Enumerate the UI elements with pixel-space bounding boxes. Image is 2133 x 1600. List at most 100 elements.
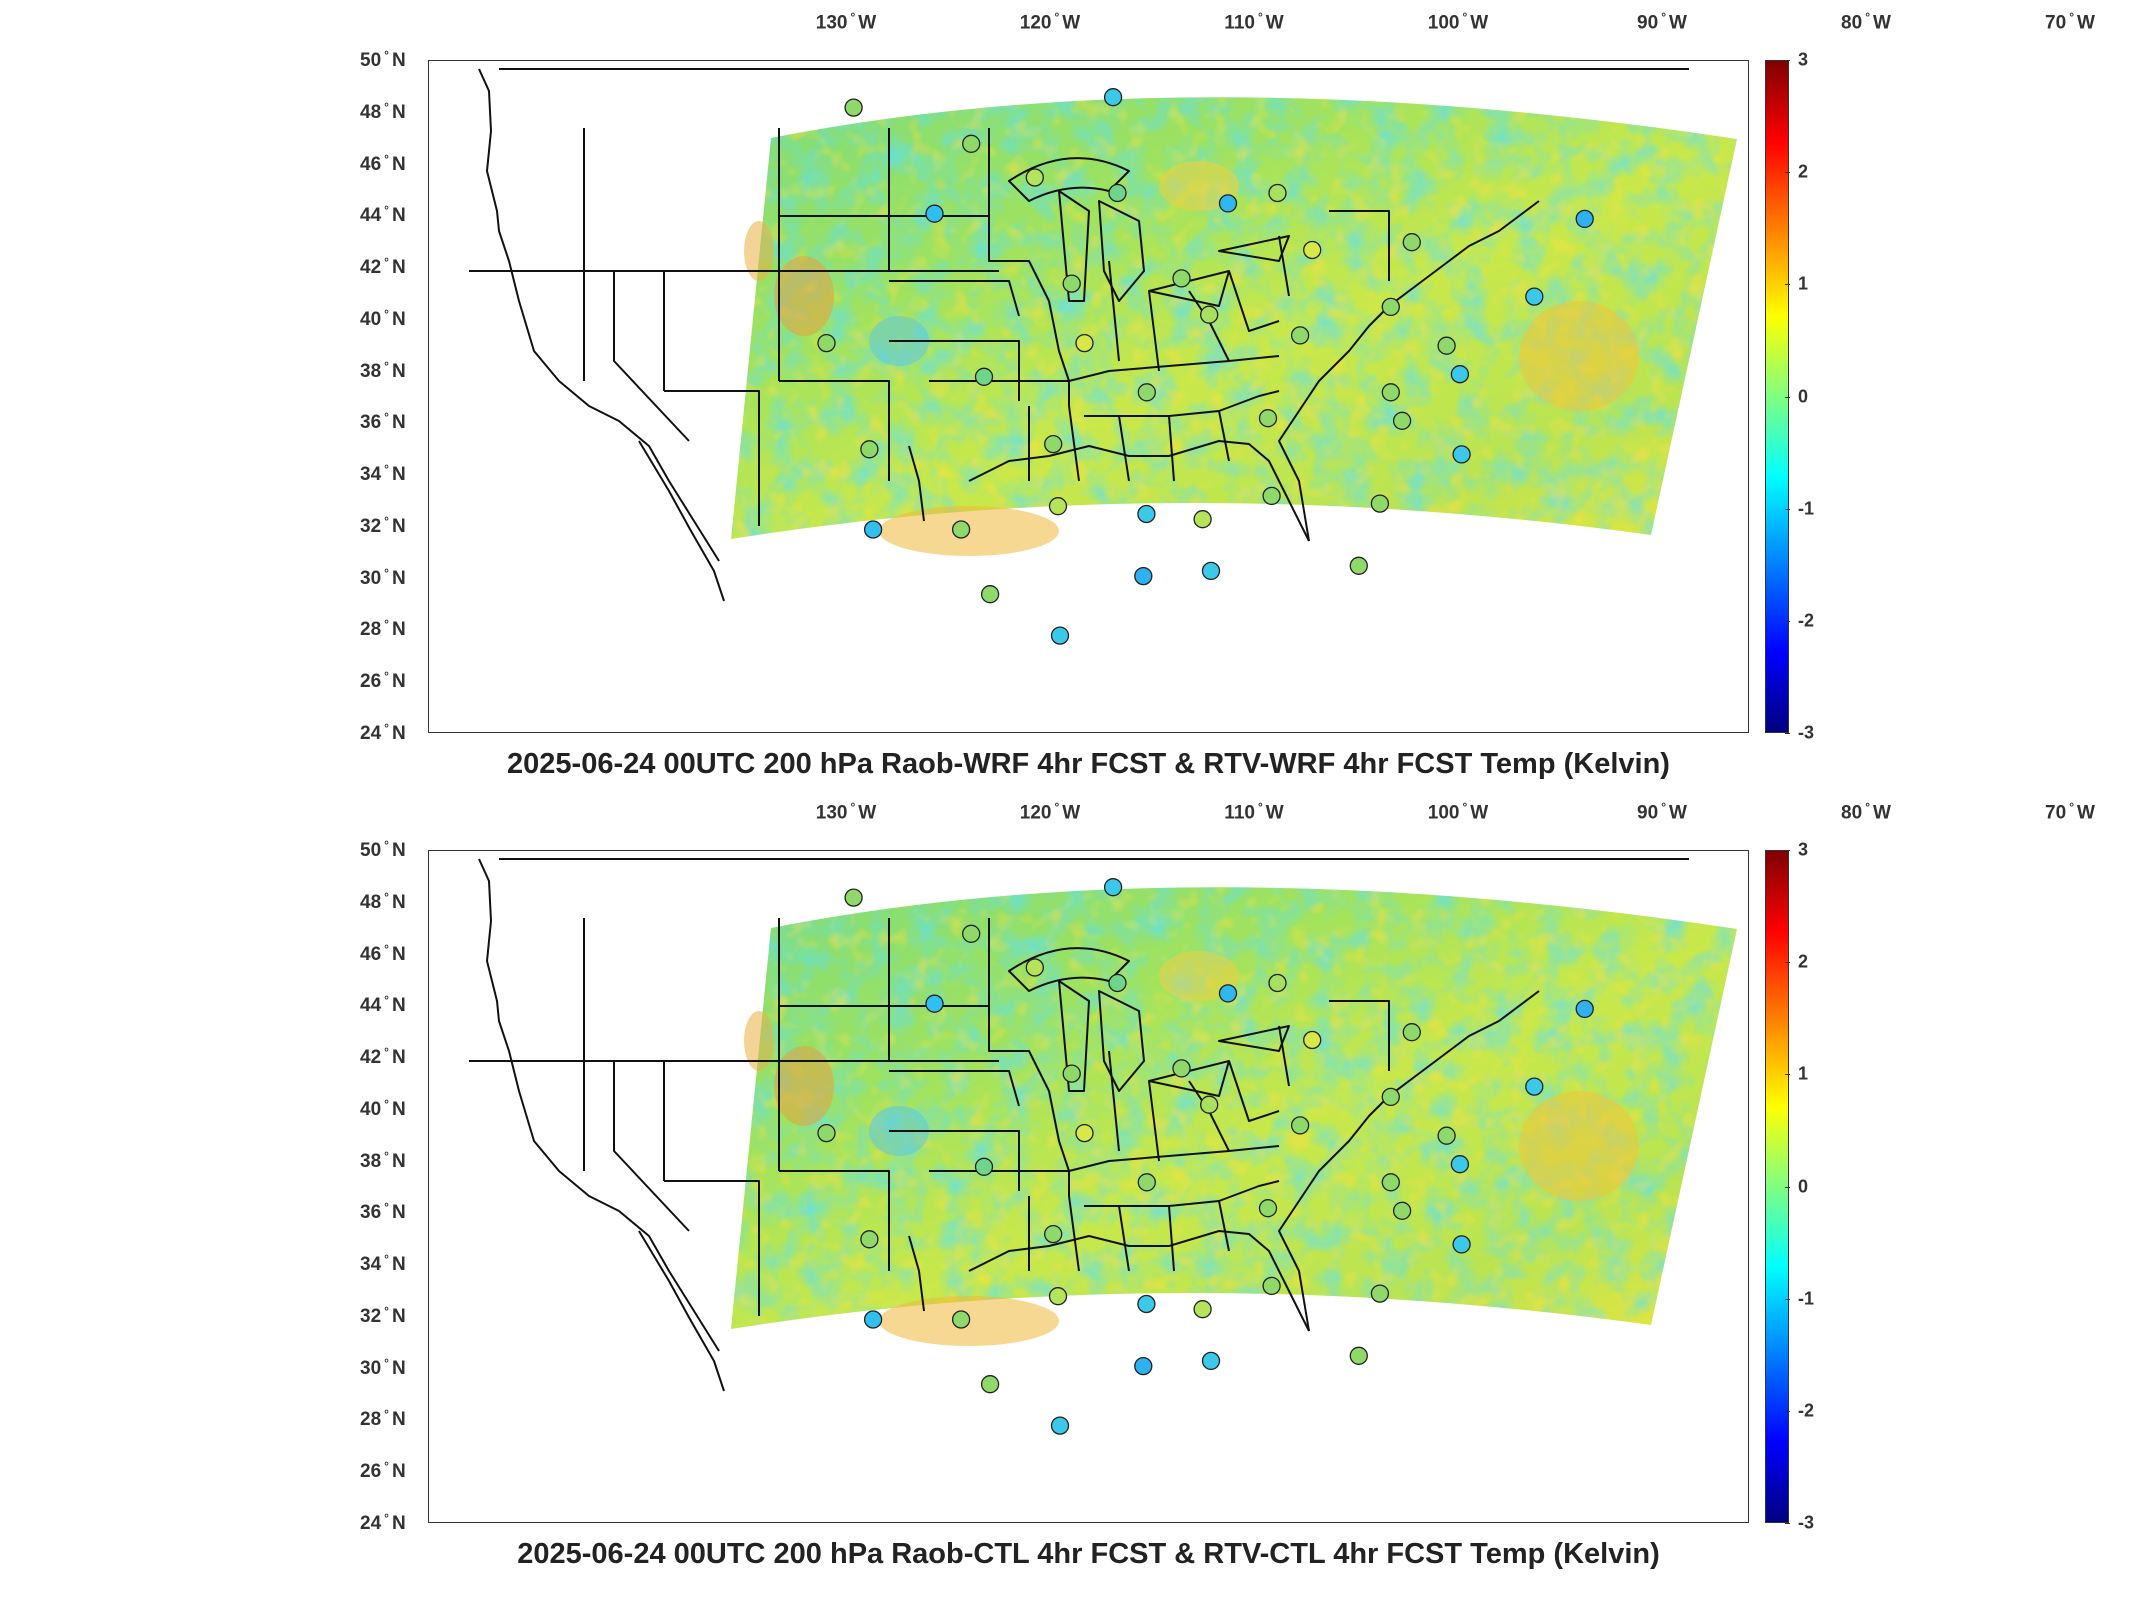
raob-station-marker xyxy=(974,367,994,386)
colorbar-tick-label: -3 xyxy=(1798,722,1815,743)
lon-label-100: 100 ° W xyxy=(1427,10,1489,34)
raob-station-marker xyxy=(863,520,883,539)
raob-station-marker xyxy=(951,1310,971,1329)
map-boundary-line xyxy=(1108,260,1120,362)
map-boundary-line xyxy=(1008,157,1130,202)
top-panel: 2025-06-24 00UTC 200 hPa Raob-WRF 4hr FC… xyxy=(360,10,2095,780)
colorbar-tick-label: 0 xyxy=(1798,1176,1809,1196)
colorbar-tick-mark xyxy=(1785,1186,1790,1188)
colorbar-tick-label: 3 xyxy=(1798,839,1809,860)
map-boundary-line xyxy=(664,390,760,526)
raob-station-marker xyxy=(1303,1030,1322,1050)
raob-station-marker xyxy=(951,520,971,539)
raob-station-marker xyxy=(1303,240,1322,260)
raob-station-marker xyxy=(1025,958,1044,977)
lat-label-24: 24 ° N xyxy=(360,1510,406,1535)
raob-station-marker xyxy=(1370,494,1390,513)
map-boundary-line xyxy=(1278,1025,1290,1087)
raob-station-marker xyxy=(1193,510,1212,529)
lon-label-80: 80 ° W xyxy=(1841,800,1891,824)
raob-station-marker xyxy=(1575,209,1594,229)
lat-label-36: 36 ° N xyxy=(360,410,406,434)
colorbar-tick-mark xyxy=(1785,620,1790,622)
field-anomaly xyxy=(744,1011,774,1071)
lat-label-34: 34 ° N xyxy=(360,1251,406,1276)
lon-dir: W xyxy=(1873,12,1891,34)
lat-label-46: 46 ° N xyxy=(360,941,406,965)
map-boundary-line xyxy=(988,1006,1050,1092)
raob-station-marker xyxy=(1381,297,1400,317)
lat-label-44: 44 ° N xyxy=(360,993,406,1017)
raob-station-marker xyxy=(1200,305,1219,324)
raob-station-marker xyxy=(1103,878,1123,897)
field-anomaly xyxy=(744,221,774,281)
raob-station-marker xyxy=(1200,1095,1219,1114)
colorbar-tick-mark xyxy=(1785,850,1790,851)
lon-dir: W xyxy=(2077,12,2095,34)
raob-station-marker xyxy=(980,585,1000,604)
colorbar-tick-mark xyxy=(1785,1523,1790,1524)
field-anomaly xyxy=(1519,1091,1639,1201)
colorbar-tick-label: -2 xyxy=(1798,1400,1815,1421)
raob-station-marker xyxy=(1437,1126,1456,1145)
raob-station-marker xyxy=(1193,1300,1212,1319)
raob-station-marker xyxy=(962,134,981,153)
lon-label-80: 80 ° W xyxy=(1841,10,1891,34)
colorbar-tick-mark xyxy=(1785,284,1790,286)
bottom-panel: 2025-06-24 00UTC 200 hPa Raob-CTL 4hr FC… xyxy=(0,790,2133,1590)
lon-num: 100 xyxy=(1427,12,1460,34)
raob-station-marker xyxy=(1134,566,1153,586)
raob-station-marker xyxy=(1402,1023,1421,1042)
raob-station-marker xyxy=(1137,504,1156,524)
lat-label-38: 38 ° N xyxy=(360,1148,406,1172)
lon-num: 120 xyxy=(1019,12,1052,34)
map-boundary-line xyxy=(1048,1090,1070,1172)
map-boundary-line xyxy=(1098,990,1145,1092)
map-boundary-line xyxy=(583,128,780,272)
map-boundary-line xyxy=(888,216,999,272)
colorbar-tick-mark xyxy=(1785,962,1790,964)
field-texture-warm xyxy=(731,97,1737,540)
map-boundary-line xyxy=(889,1070,1020,1107)
raob-station-marker xyxy=(1108,973,1127,993)
lat-label-26: 26 ° N xyxy=(360,1459,406,1483)
lon-dir: W xyxy=(1062,12,1081,34)
colorbar-tick-label: 0 xyxy=(1798,386,1809,406)
lon-dir: W xyxy=(1470,12,1489,34)
lat-label-48: 48 ° N xyxy=(360,99,406,123)
raob-station-marker xyxy=(1525,287,1544,306)
raob-station-marker xyxy=(1075,333,1094,353)
lon-num: 90 xyxy=(1637,802,1659,824)
raob-station-marker xyxy=(925,204,944,223)
map-boundary-line xyxy=(908,1235,925,1312)
top-map[interactable] xyxy=(428,60,1749,733)
field-anomaly xyxy=(1159,951,1239,1001)
lon-label-70: 70 ° W xyxy=(2045,800,2095,824)
raob-station-marker xyxy=(1262,1276,1281,1296)
lon-label-110: 110 ° W xyxy=(1224,10,1284,34)
map-boundary-line xyxy=(1048,300,1070,382)
lat-label-40: 40 ° N xyxy=(360,306,406,331)
colorbar-tick-label: -1 xyxy=(1798,1288,1815,1309)
map-boundary-line xyxy=(1218,390,1280,412)
raob-station-marker xyxy=(1134,1356,1153,1376)
raob-station-marker xyxy=(1201,561,1221,581)
lon-label-120: 120 ° W xyxy=(1019,800,1081,824)
raob-station-marker xyxy=(1268,973,1287,993)
map-boundary-line xyxy=(968,440,1310,542)
raob-station-marker xyxy=(1048,497,1068,516)
map-boundary-line xyxy=(638,440,725,602)
raob-station-marker xyxy=(863,1310,883,1329)
colorbar-tick-mark xyxy=(1785,508,1790,510)
map-boundary-line xyxy=(1329,1000,1390,1071)
map-boundary-line xyxy=(478,858,720,1352)
colorbar-tick-label: 3 xyxy=(1798,49,1809,70)
raob-station-marker xyxy=(1525,1077,1544,1096)
colorbar-tick-label: 2 xyxy=(1798,951,1809,972)
raob-station-marker xyxy=(1437,336,1456,355)
raob-station-marker xyxy=(980,1375,1000,1394)
raob-station-marker xyxy=(1370,1284,1390,1303)
bottom-map[interactable] xyxy=(428,850,1749,1523)
raob-station-marker xyxy=(1450,1155,1470,1174)
field-anomaly xyxy=(1159,161,1239,211)
